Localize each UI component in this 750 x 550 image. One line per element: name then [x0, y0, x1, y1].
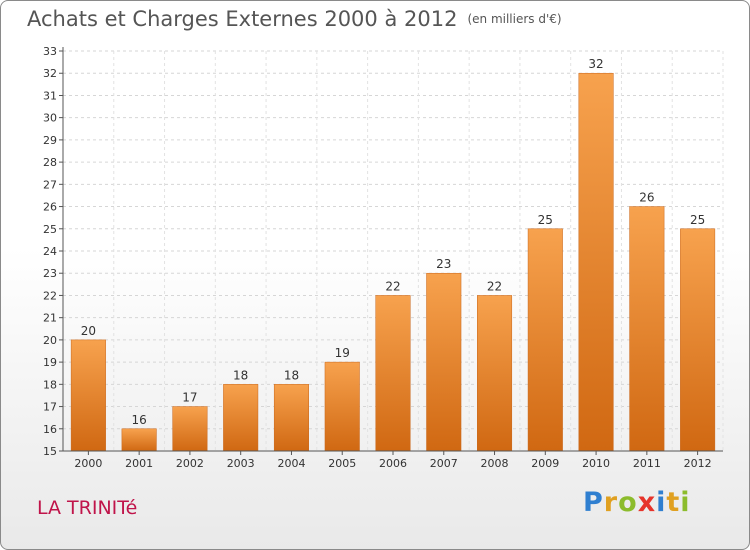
proxiti-logo: Proxiti	[583, 487, 691, 518]
bar-value-label: 26	[639, 191, 654, 205]
x-tick-label: 2009	[531, 457, 559, 470]
bar-value-label: 16	[132, 413, 147, 427]
y-tick-label: 31	[43, 89, 57, 102]
x-tick-label: 2003	[227, 457, 255, 470]
chart-title-text: Achats et Charges Externes 2000 à 2012	[27, 7, 458, 31]
bar-value-label: 19	[335, 346, 350, 360]
x-tick-label: 2011	[633, 457, 661, 470]
bar	[578, 72, 614, 452]
x-tick-label: 2010	[582, 457, 610, 470]
x-tick-label: 2012	[684, 457, 712, 470]
bar	[223, 384, 259, 452]
y-tick-label: 30	[43, 112, 57, 125]
bar	[324, 361, 360, 452]
x-tick-label: 2004	[277, 457, 305, 470]
x-tick-label: 2008	[481, 457, 509, 470]
bar	[375, 295, 411, 452]
x-tick-label: 2006	[379, 457, 407, 470]
bar	[527, 228, 563, 452]
y-tick-label: 21	[43, 312, 57, 325]
y-tick-label: 24	[43, 245, 57, 258]
bar-value-label: 23	[436, 257, 451, 271]
y-tick-label: 29	[43, 134, 57, 147]
bar	[273, 384, 309, 452]
x-tick-label: 2005	[328, 457, 356, 470]
x-tick-label: 2001	[125, 457, 153, 470]
y-tick-label: 22	[43, 289, 57, 302]
bar	[629, 206, 665, 452]
bar-value-label: 20	[81, 324, 96, 338]
bar	[426, 272, 462, 452]
bar-value-label: 22	[385, 279, 400, 293]
commune-name: LA TRINITé	[37, 497, 138, 519]
y-tick-label: 20	[43, 334, 57, 347]
y-tick-label: 26	[43, 201, 57, 214]
y-tick-label: 16	[43, 423, 57, 436]
y-tick-label: 17	[43, 401, 57, 414]
y-tick-label: 19	[43, 356, 57, 369]
chart-subtitle: (en milliers d'€)	[467, 12, 562, 26]
y-tick-label: 15	[43, 445, 57, 458]
y-tick-label: 33	[43, 45, 57, 58]
bar	[680, 228, 716, 452]
y-tick-label: 25	[43, 223, 57, 236]
bar-value-label: 18	[284, 368, 299, 382]
bar-value-label: 18	[233, 368, 248, 382]
bar	[172, 406, 208, 452]
chart-title: Achats et Charges Externes 2000 à 2012 (e…	[27, 7, 562, 31]
bars: 20 16 17 18 18 19 22 23 22 25 32 26 25	[70, 57, 716, 452]
y-tick-label: 23	[43, 267, 57, 280]
y-tick-label: 28	[43, 156, 57, 169]
bar	[477, 295, 513, 452]
x-tick-label: 2007	[430, 457, 458, 470]
bar	[70, 339, 106, 452]
bar	[121, 428, 157, 452]
bar-value-label: 32	[588, 57, 603, 71]
bar-value-label: 22	[487, 279, 502, 293]
bar-value-label: 17	[182, 391, 197, 405]
y-tick-label: 32	[43, 67, 57, 80]
bar-value-label: 25	[690, 213, 705, 227]
y-tick-label: 18	[43, 378, 57, 391]
bar-value-label: 25	[538, 213, 553, 227]
x-tick-label: 2000	[74, 457, 102, 470]
x-tick-label: 2002	[176, 457, 204, 470]
axes: 15 16 17 18 19 20 21 22 23 24 25 26 27 28 29 30 31 32 33 20…	[43, 45, 723, 470]
y-tick-label: 27	[43, 178, 57, 191]
